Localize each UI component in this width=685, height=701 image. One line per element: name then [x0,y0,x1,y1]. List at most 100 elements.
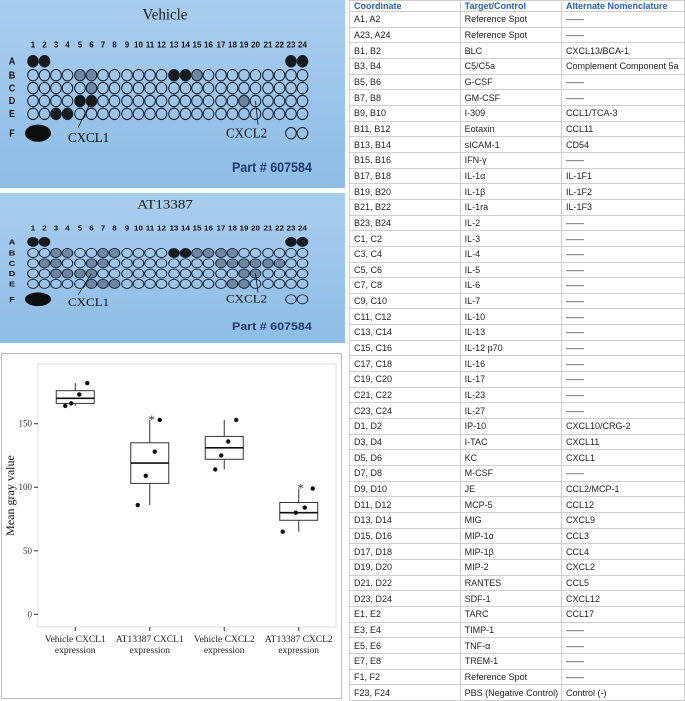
spot [285,236,297,247]
table-row: D5, D6 KC CXCL1 [349,449,685,467]
spot [144,268,156,279]
table-row: D9, D10 JE CCL2/MCP-1 [349,480,685,498]
spot [61,278,74,289]
spot [38,268,51,279]
spot [132,268,145,279]
table-cell: —— [560,26,685,44]
table-row: C5, C6 IL-5 —— [349,261,685,279]
table-cell: B5, B6 [349,73,461,91]
spot [155,268,168,279]
column-number: 22 [275,224,284,232]
table-cell: MIP-1α [459,527,562,545]
spot [27,268,39,279]
spot [108,68,121,82]
table-cell: D13, D14 [349,512,461,529]
table-cell: C3, C4 [349,245,461,263]
spot [202,107,215,121]
column-number: 13 [170,224,179,232]
table-cell: IL-1F3 [560,198,685,216]
data-point [219,453,224,458]
column-number: 23 [287,224,296,232]
spot [38,258,51,269]
column-header: Target/Control [459,0,562,12]
spot [97,94,109,108]
spot-label: CXCL2 [226,125,267,141]
table-cell: CXCL2 [560,558,685,576]
table-cell: CXCL10/CRG-2 [560,418,685,435]
spot [262,268,274,279]
spot-label: CXCL1 [68,296,109,309]
table-row: E3, E4 TIMP-1 —— [349,621,685,639]
spot [179,268,192,279]
table-cell: D1, D2 [349,418,461,435]
table-cell: PBS (Negative Control) [459,684,562,701]
column-number: 21 [264,224,273,232]
table-cell: CD54 [560,136,685,153]
column-number: 1 [31,224,35,232]
plot-area [37,363,337,628]
table-row: B23, B24 IL-2 —— [349,214,685,232]
spot [85,268,98,279]
panel-frame [1,353,342,699]
spot [155,258,168,269]
table-cell: sICAM-1 [459,136,562,153]
spot [191,68,203,82]
column-number: 11 [146,224,154,232]
column-number: 5 [78,224,82,232]
spot [285,126,297,140]
spot [249,107,262,121]
spot [27,94,39,108]
table-cell: D9, D10 [349,480,461,498]
column-number: 18 [228,224,237,232]
table-row: D17, D18 MIP-1β CCL4 [349,543,685,560]
column-number: 6 [89,224,93,232]
table-row: B19, B20 IL-1β IL-1F2 [349,183,685,200]
column-number: 22 [275,39,284,49]
table-cell: D19, D20 [349,558,461,576]
spot [296,107,309,121]
table-row: B21, B22 IL-1ra IL-1F3 [349,198,685,216]
spot [144,81,156,95]
table-cell: C19, C20 [349,371,461,388]
reference-blob [25,124,51,142]
spot [74,258,86,269]
spot [191,278,203,289]
spot [97,268,109,279]
spot [249,68,262,82]
column-number: 3 [54,224,58,232]
spot [38,236,51,247]
column-number: 9 [125,224,129,232]
table-cell: CCL11 [560,120,685,138]
spot [296,126,309,140]
spot [85,107,98,121]
table-cell: Reference Spot [459,668,562,686]
spot [296,268,309,279]
spot [155,94,168,108]
table-cell: —— [560,245,685,263]
row-letter: F [9,128,15,138]
data-point [310,486,315,491]
spot [38,55,51,68]
table-cell: C5, C6 [349,261,461,279]
row-letter: E [9,279,15,288]
column-number: 19 [240,224,249,232]
spot [27,81,39,95]
spot [296,248,309,258]
spot [215,94,227,108]
table-cell: IL-10 [459,308,562,326]
table-cell: —— [560,11,685,28]
spot [27,258,39,269]
spot [85,258,98,269]
table-row: C21, C22 IL-23 —— [349,386,685,404]
table-row: D7, D8 M-CSF —— [349,465,685,482]
spot [179,94,192,108]
spot [168,94,180,108]
column-number: 20 [251,39,260,49]
spot [285,55,297,68]
table-cell: IL-1F2 [560,183,685,200]
table-cell: C1, C2 [349,230,461,247]
spot [27,278,39,289]
table-cell: M-CSF [459,465,562,482]
column-number: 24 [298,224,308,232]
